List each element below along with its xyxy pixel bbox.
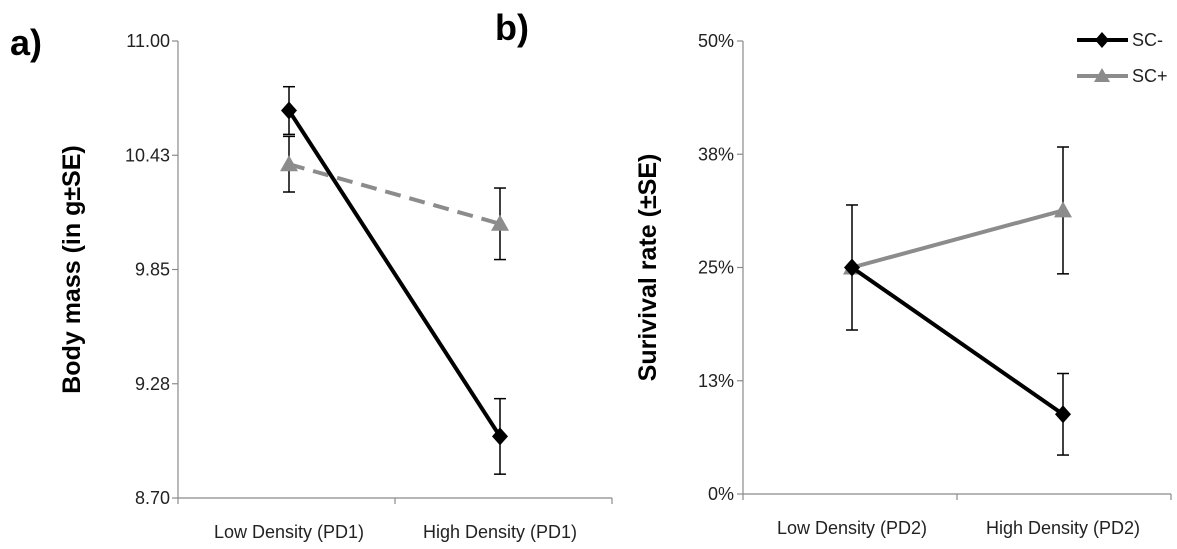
data-point [844, 258, 860, 277]
data-point [492, 427, 508, 446]
y-tick-label: 0% [708, 484, 734, 504]
data-point [280, 155, 298, 172]
data-point [1054, 201, 1072, 218]
x-tick-label: High Density (PD1) [423, 522, 577, 542]
legend-swatch-marker [1095, 32, 1109, 48]
x-tick-label: Low Density (PD1) [214, 522, 364, 542]
x-tick-label: Low Density (PD2) [777, 518, 927, 538]
series-line [288, 162, 501, 226]
panel-label: a) [10, 22, 42, 63]
y-tick-label: 9.28 [135, 374, 170, 394]
y-tick-label: 50% [698, 31, 734, 51]
panel-label: b) [495, 7, 529, 48]
y-tick-label: 8.70 [135, 488, 170, 508]
panel-a: 8.70 9.28 9.85 10.43 11.00 Low Density (PD1) H… [10, 22, 613, 542]
series-line [851, 208, 1064, 270]
legend-label: SC- [1132, 30, 1163, 50]
y-axis-label: Body mass (in g±SE) [58, 145, 86, 394]
data-point [1055, 405, 1071, 424]
legend-swatch-marker [1094, 68, 1110, 82]
y-tick-label: 11.00 [126, 31, 170, 51]
series-line [850, 265, 1065, 416]
y-tick-label: 13% [698, 371, 734, 391]
y-axis-label: Surivival rate (±SE) [634, 154, 662, 382]
y-tick-label: 38% [698, 144, 734, 164]
data-point [491, 214, 509, 231]
y-tick-label: 10.43 [125, 145, 170, 165]
legend-label: SC+ [1132, 66, 1168, 86]
x-tick-label: High Density (PD2) [986, 518, 1140, 538]
data-point [281, 101, 297, 120]
y-tick-label: 9.85 [135, 260, 170, 280]
legend: SC- SC+ [1077, 30, 1168, 86]
series-line [287, 109, 502, 438]
panel-b: 0% 13% 25% 38% 50% Low Density (PD2) High Dens… [495, 7, 1172, 538]
y-tick-label: 25% [698, 258, 734, 278]
